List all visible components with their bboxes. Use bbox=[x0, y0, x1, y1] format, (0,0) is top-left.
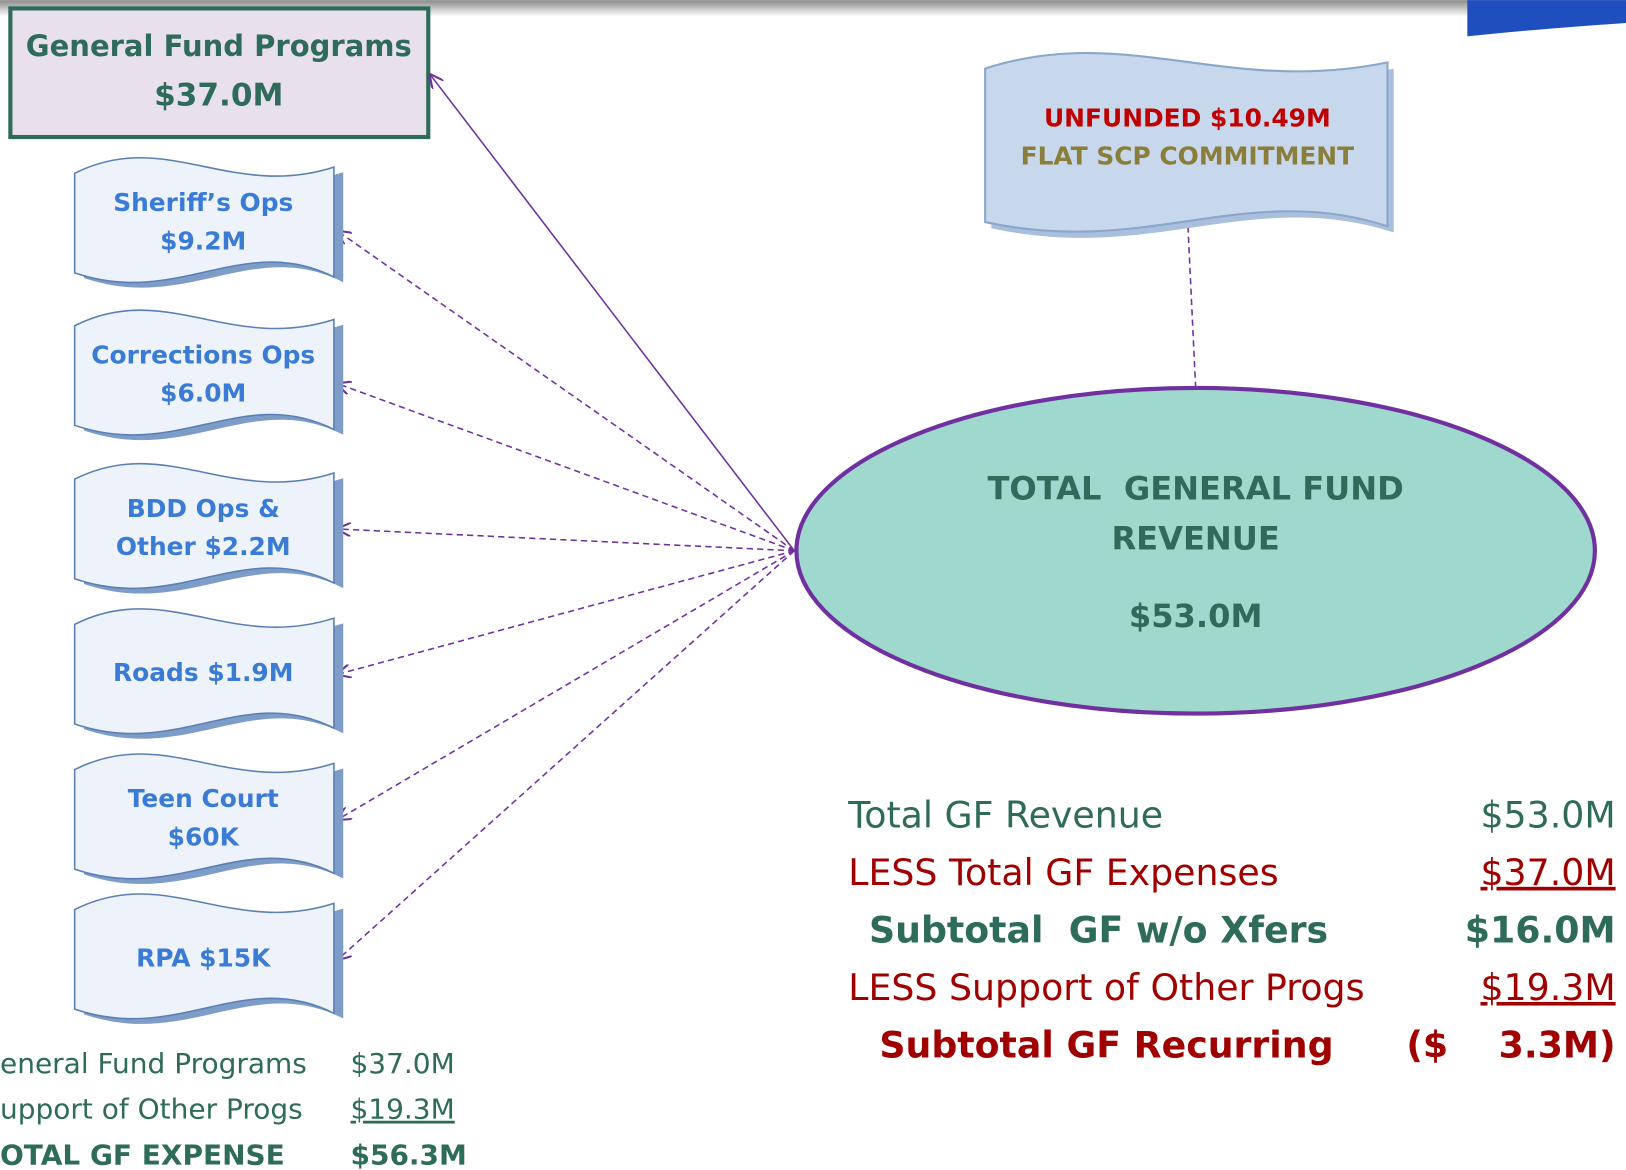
summary-value: $37.0M bbox=[1480, 851, 1615, 894]
header-title: General Fund Programs bbox=[26, 29, 412, 63]
summary-value: ($ 3.3M) bbox=[1406, 1023, 1615, 1066]
flow-arrow bbox=[430, 75, 795, 552]
program-label: Sheriff’s Ops bbox=[113, 188, 293, 217]
revenue-ellipse bbox=[794, 385, 1597, 716]
summary-value: $16.0M bbox=[1465, 908, 1616, 951]
flow-arrow bbox=[338, 550, 795, 960]
summary-label: LESS Total GF Expenses bbox=[848, 851, 1278, 894]
expense-value: $56.3M bbox=[351, 1138, 467, 1170]
program-label: BDD Ops & bbox=[127, 494, 280, 523]
summary-value: $19.3M bbox=[1480, 966, 1615, 1009]
summary-label: LESS Support of Other Progs bbox=[848, 966, 1364, 1009]
flows bbox=[338, 75, 1197, 960]
program-flag bbox=[73, 157, 335, 284]
corner-shape bbox=[1467, 0, 1626, 37]
flow-arrow bbox=[338, 550, 795, 674]
unfunded-label: UNFUNDED $10.49M bbox=[1044, 103, 1331, 132]
summary-value: $53.0M bbox=[1480, 793, 1615, 836]
expense-label: eneral Fund Programs bbox=[0, 1047, 307, 1080]
header-box bbox=[8, 6, 431, 140]
revenue-label: TOTAL GENERAL FUND bbox=[987, 470, 1403, 508]
program-label: $6.0M bbox=[160, 379, 246, 408]
program-label: Corrections Ops bbox=[91, 340, 315, 369]
summary-label: Subtotal GF Recurring bbox=[879, 1023, 1333, 1066]
program-flag bbox=[73, 462, 335, 590]
flow-arrow bbox=[338, 550, 795, 820]
program-flag bbox=[73, 608, 335, 735]
expense-value: $19.3M bbox=[351, 1093, 455, 1126]
program-flag bbox=[73, 893, 335, 1020]
summary-label: Subtotal GF w/o Xfers bbox=[869, 908, 1328, 951]
expense-label: OTAL GF EXPENSE bbox=[0, 1138, 285, 1170]
program-label: Roads $1.9M bbox=[113, 658, 293, 687]
flow-arrow bbox=[338, 529, 795, 552]
revenue-amount: $53.0M bbox=[1129, 597, 1263, 635]
revenue-label: REVENUE bbox=[1111, 519, 1279, 557]
program-label: $9.2M bbox=[160, 226, 246, 255]
flow-arrow bbox=[1187, 214, 1197, 389]
program-label: Other $2.2M bbox=[116, 532, 291, 561]
unfunded-flag bbox=[984, 52, 1389, 233]
texts: Sheriff’s Ops $9.2M Corrections Ops $6.0M BD… bbox=[0, 103, 1616, 1170]
flow-arrow bbox=[338, 231, 795, 552]
program-label: RPA $15K bbox=[136, 943, 272, 972]
program-flag bbox=[73, 309, 335, 436]
expense-value: $37.0M bbox=[351, 1047, 455, 1080]
header-amount: $37.0M bbox=[154, 78, 283, 114]
unfunded-label: FLAT SCP COMMITMENT bbox=[1021, 142, 1355, 171]
program-label: $60K bbox=[168, 823, 241, 852]
program-flag bbox=[73, 753, 335, 880]
summary-label: Total GF Revenue bbox=[847, 793, 1163, 836]
program-label: Teen Court bbox=[128, 784, 279, 813]
expense-label: upport of Other Progs bbox=[0, 1093, 303, 1126]
flow-arrow bbox=[338, 384, 795, 552]
flags bbox=[73, 52, 1394, 1024]
